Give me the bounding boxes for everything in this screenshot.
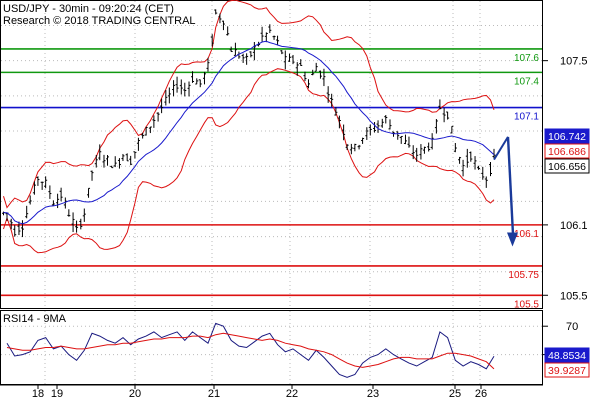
price-tick-label: 107.5 (560, 56, 588, 68)
moving-average-path (3, 40, 495, 225)
time-axis-ticks: 18 19 20 21 22 23 25 26 (32, 385, 487, 400)
bollinger-bands (3, 0, 495, 254)
rsi-panel-frame (0, 310, 543, 385)
chart-research-line: Research © 2018 TRADING CENTRAL (3, 15, 196, 27)
price-tag-box (544, 143, 590, 159)
price-tags: 106.742 106.686 106.656 (544, 128, 590, 174)
rsi-tag-box (544, 362, 590, 378)
time-tick-label: 23 (367, 388, 379, 400)
forecast-path-up (493, 136, 509, 161)
price-panel-frame (0, 0, 543, 309)
forecast-arrowhead (507, 232, 518, 247)
upper-band-line (3, 0, 495, 209)
chart-symbol-line: USD/JPY - 30min - 09:20:24 (CET) (3, 3, 174, 15)
time-tick-label: 19 (51, 388, 63, 400)
rsi-tag-box (544, 347, 590, 363)
time-tick-label: 22 (286, 388, 298, 400)
rsi-line (6, 322, 495, 378)
level-label: 105.5 (514, 299, 539, 310)
time-tick-label: 18 (32, 388, 44, 400)
level-lines: 107.6 107.4 107.1 106.1 105.75 105.5 (1, 48, 542, 310)
level-label: 107.6 (514, 53, 539, 64)
time-tick-label: 25 (449, 388, 461, 400)
forecast-arrow (493, 136, 518, 247)
price-axis-ticks: 107.5 106.1 105.5 (543, 56, 588, 302)
price-tag-label: 106.686 (548, 146, 586, 158)
rsi-tag-label: 39.9287 (548, 365, 586, 377)
rsi-tags: 48.8534 39.9287 (544, 347, 590, 378)
price-tag-box (544, 158, 590, 174)
level-label: 105.75 (508, 270, 539, 281)
time-tick-label: 26 (475, 388, 487, 400)
rsi-lines (6, 322, 495, 378)
rsi-tag-label: 48.8534 (548, 350, 586, 362)
time-tick-label: 21 (208, 388, 220, 400)
forecast-path-down (506, 136, 515, 235)
lower-band-line (3, 68, 495, 254)
price-tick-label: 106.1 (560, 220, 588, 232)
moving-average-line (3, 40, 495, 225)
rsi-ma-line (6, 332, 495, 370)
rsi-grid (1, 311, 542, 384)
price-bars (2, 9, 496, 238)
level-label: 107.1 (514, 112, 539, 123)
price-tag-box (544, 128, 590, 144)
level-label: 107.4 (514, 76, 539, 87)
level-label: 106.1 (514, 229, 539, 240)
price-tag-label: 106.742 (548, 131, 586, 143)
rsi-panel-title: RSI14 - 9MA (3, 313, 67, 325)
price-tag-label: 106.656 (548, 161, 586, 173)
time-tick-label: 20 (129, 388, 141, 400)
price-tick-label: 105.5 (560, 290, 588, 302)
rsi-tick-label: 70 (566, 321, 578, 333)
